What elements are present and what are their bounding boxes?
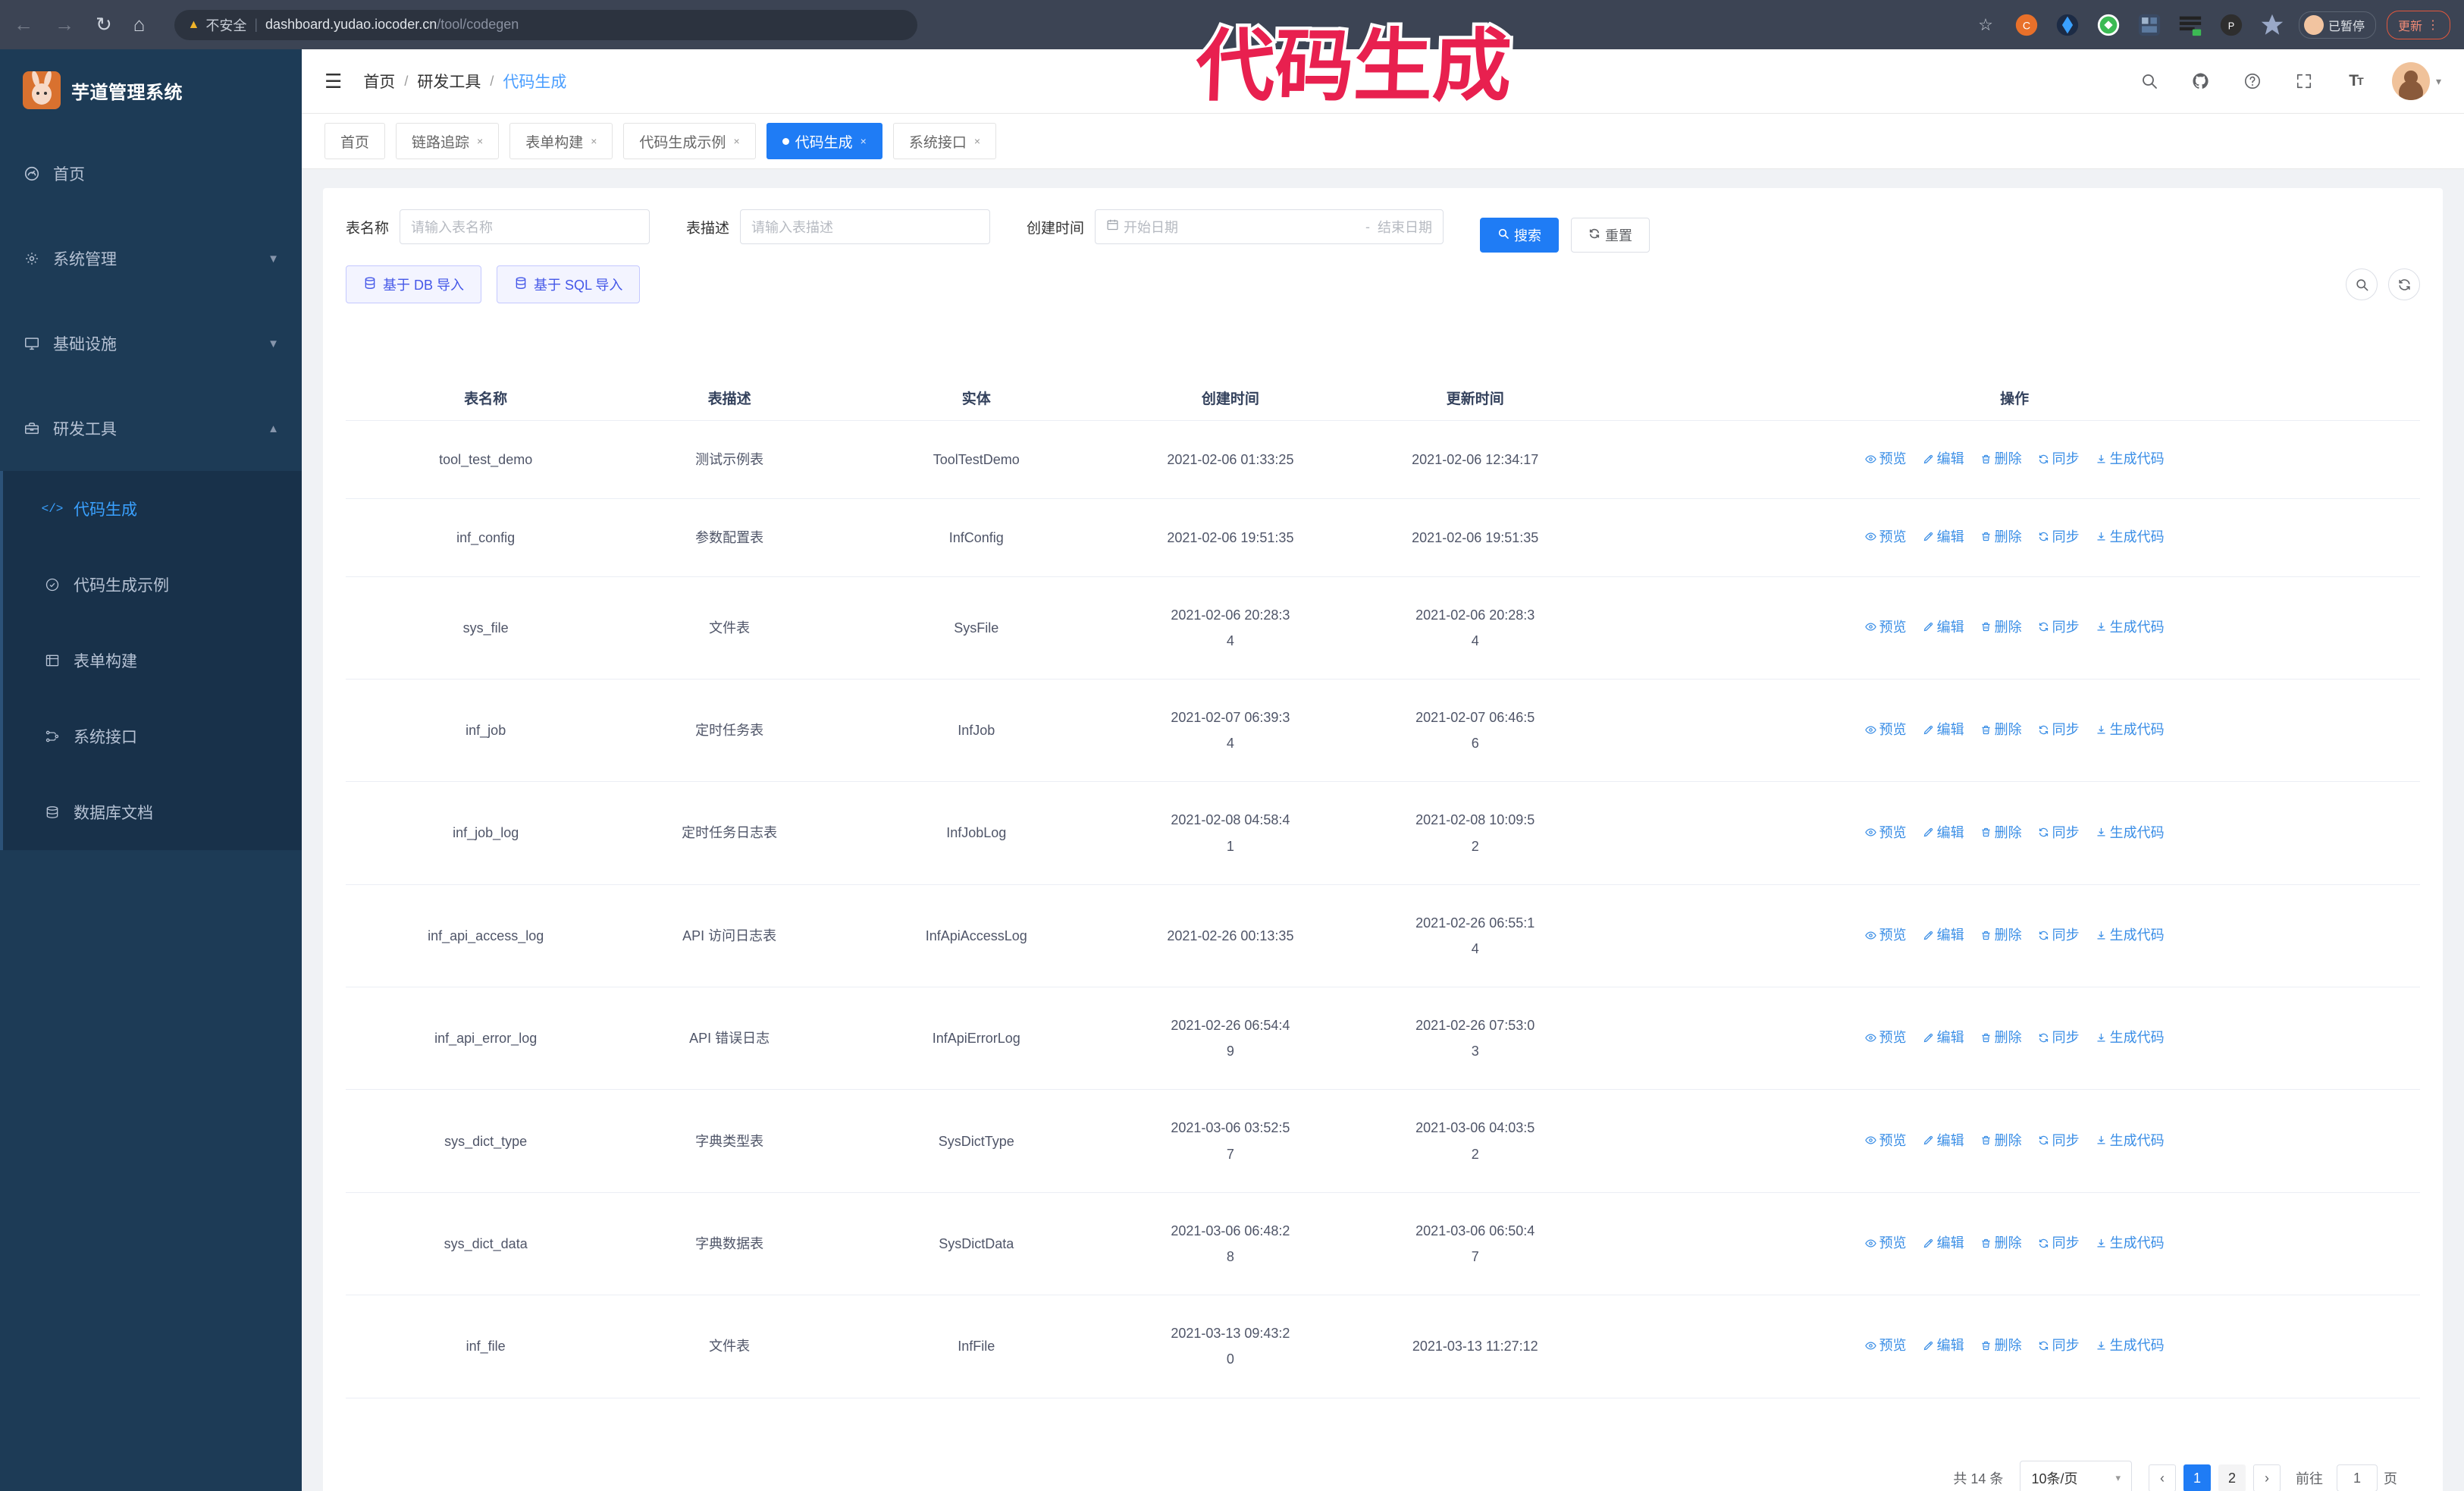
svg-text:C: C <box>2023 20 2030 32</box>
svg-text:P: P <box>2228 20 2235 31</box>
